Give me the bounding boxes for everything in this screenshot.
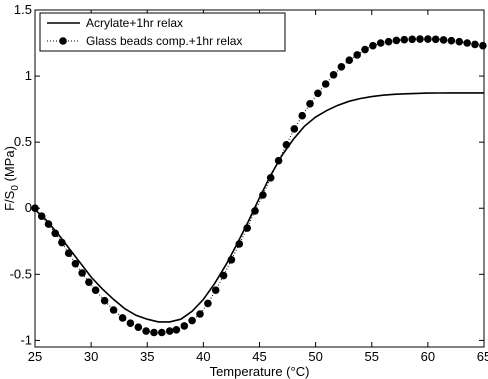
data-point-glass-beads — [211, 286, 220, 295]
data-point-glass-beads — [392, 36, 401, 45]
data-point-glass-beads — [51, 229, 59, 238]
x-tick-label: 25 — [28, 349, 42, 364]
data-point-glass-beads — [91, 286, 100, 295]
y-axis-title-unit: (MPa) — [2, 146, 17, 185]
x-tick-label: 65 — [477, 349, 488, 364]
y-tick-label: 1.5 — [14, 2, 32, 17]
series-line-glass-beads — [34, 38, 483, 333]
data-point-glass-beads — [109, 306, 118, 314]
plot-frame — [34, 9, 485, 348]
data-point-glass-beads — [78, 269, 86, 277]
y-tick-label: 1 — [25, 68, 32, 83]
data-point-glass-beads — [37, 212, 46, 220]
data-point-glass-beads — [337, 63, 346, 71]
data-point-glass-beads — [274, 156, 283, 165]
data-point-glass-beads — [479, 41, 487, 50]
data-point-glass-beads — [58, 238, 66, 247]
data-point-glass-beads — [329, 71, 338, 79]
data-point-glass-beads — [188, 316, 196, 325]
data-point-glass-beads — [44, 220, 53, 228]
y-tick-label: 0.5 — [14, 134, 32, 149]
data-point-glass-beads — [266, 174, 275, 182]
data-point-glass-beads — [400, 35, 409, 44]
data-point-glass-beads — [235, 240, 244, 248]
data-point-glass-beads — [463, 39, 472, 47]
data-point-glass-beads — [227, 255, 236, 264]
legend-label-acrylate: Acrylate+1hr relax — [86, 16, 183, 30]
data-point-glass-beads — [204, 299, 212, 308]
legend-marker-glass-beads — [59, 37, 67, 45]
data-point-glass-beads — [361, 45, 369, 54]
legend-label-glass-beads: Glass beads comp.+1hr relax — [86, 34, 242, 48]
y-tick-label: -1 — [20, 332, 32, 347]
data-point-glass-beads — [408, 35, 417, 44]
data-point-glass-beads — [142, 327, 150, 335]
data-point-glass-beads — [416, 35, 424, 43]
data-point-glass-beads — [321, 80, 330, 88]
series-line-acrylate — [34, 92, 484, 323]
data-point-glass-beads — [345, 56, 354, 64]
x-axis-title: Temperature (°C) — [210, 364, 310, 379]
y-tick-label: 0 — [25, 200, 32, 215]
y-axis-ticks: -1 -0.5 0 0.5 1 1.5 — [10, 2, 484, 347]
data-point-glass-beads — [118, 314, 127, 322]
legend-box — [39, 12, 286, 52]
y-axis-title-subscript: 0 — [10, 185, 21, 191]
data-point-glass-beads — [219, 271, 228, 280]
data-point-glass-beads — [376, 39, 385, 47]
x-tick-label: 30 — [84, 349, 98, 364]
x-tick-label: 45 — [252, 349, 266, 364]
data-point-glass-beads — [196, 310, 204, 318]
data-point-glass-beads — [64, 249, 73, 257]
data-point-glass-beads — [384, 37, 393, 46]
data-point-glass-beads — [471, 40, 479, 49]
data-point-glass-beads — [424, 35, 432, 43]
data-point-glass-beads — [306, 100, 314, 108]
data-point-glass-beads — [150, 328, 158, 337]
data-point-glass-beads — [282, 141, 291, 149]
plot-area — [34, 9, 485, 348]
y-axis-title-main: F/S — [2, 190, 17, 211]
data-point-glass-beads — [243, 224, 251, 232]
data-point-glass-beads — [439, 36, 448, 44]
data-point-glass-beads — [134, 323, 143, 332]
y-axis-title: F/S0 (MPa) — [2, 146, 21, 211]
data-point-glass-beads — [353, 51, 362, 59]
data-point-glass-beads — [100, 296, 109, 305]
x-tick-label: 50 — [308, 349, 322, 364]
data-point-glass-beads — [455, 37, 464, 46]
data-point-glass-beads — [126, 319, 135, 328]
data-point-glass-beads — [158, 328, 166, 337]
data-point-glass-beads — [431, 35, 440, 44]
data-point-glass-beads — [369, 41, 377, 50]
x-tick-label: 55 — [365, 349, 379, 364]
data-point-glass-beads — [251, 207, 259, 215]
x-axis-ticks: 25 30 35 40 45 50 55 60 65 — [28, 10, 488, 364]
data-point-glass-beads — [180, 322, 189, 330]
x-tick-label: 60 — [421, 349, 435, 364]
data-point-glass-beads — [447, 36, 456, 45]
data-point-glass-beads — [314, 89, 322, 98]
x-tick-label: 40 — [196, 349, 210, 364]
data-point-glass-beads — [31, 204, 39, 212]
data-point-glass-beads — [85, 278, 93, 287]
data-point-glass-beads — [71, 259, 80, 268]
data-point-glass-beads — [290, 125, 299, 133]
data-point-glass-beads — [298, 111, 307, 120]
legend: Acrylate+1hr relax Glass beads comp.+1hr… — [39, 12, 286, 52]
data-point-glass-beads — [165, 327, 174, 335]
data-point-glass-beads — [172, 326, 181, 334]
y-tick-label: -0.5 — [10, 266, 32, 281]
x-tick-label: 35 — [140, 349, 154, 364]
series-layer — [31, 35, 487, 337]
data-point-glass-beads — [259, 191, 267, 199]
